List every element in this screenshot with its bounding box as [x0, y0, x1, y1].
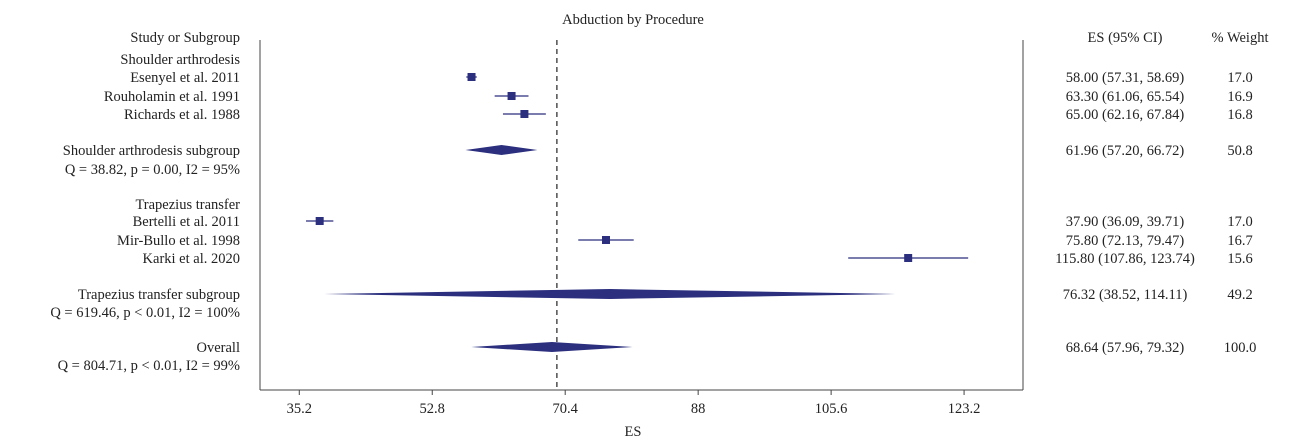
- study-es-ci: 63.30 (61.06, 65.54): [1066, 89, 1185, 105]
- overall-diamond: [471, 342, 633, 352]
- overall-es-ci: 68.64 (57.96, 79.32): [1066, 340, 1185, 356]
- study-label: Mir-Bullo et al. 1998: [117, 233, 240, 249]
- subgroup-diamond: [324, 289, 896, 299]
- x-tick-label: 123.2: [948, 401, 981, 417]
- x-tick-label: 88: [691, 401, 706, 417]
- study-es-ci: 65.00 (62.16, 67.84): [1066, 107, 1185, 123]
- subgroup-es-ci: 61.96 (57.20, 66.72): [1066, 143, 1185, 159]
- plot-frame: [259, 40, 1024, 390]
- subgroup-label: Trapezius transfer subgroup: [78, 287, 240, 303]
- group-header: Shoulder arthrodesis: [120, 52, 240, 68]
- study-weight: 17.0: [1227, 214, 1252, 230]
- x-tick-label: 35.2: [287, 401, 312, 417]
- overall-stats: Q = 804.71, p < 0.01, I2 = 99%: [58, 358, 240, 374]
- study-label: Karki et al. 2020: [143, 251, 240, 267]
- group-header: Trapezius transfer: [135, 197, 240, 213]
- overall-weight: 100.0: [1224, 340, 1257, 356]
- plot-marks: [306, 40, 969, 390]
- study-marker: [601, 236, 610, 244]
- study-marker: [904, 254, 913, 262]
- x-axis-label: ES: [625, 424, 642, 440]
- x-tick-label: 105.6: [815, 401, 848, 417]
- subgroup-label: Shoulder arthrodesis subgroup: [63, 143, 240, 159]
- study-weight: 16.9: [1227, 89, 1252, 105]
- subgroup-stats: Q = 619.46, p < 0.01, I2 = 100%: [50, 305, 240, 321]
- overall-label: Overall: [197, 340, 240, 356]
- subgroup-weight: 50.8: [1227, 143, 1252, 159]
- study-weight: 17.0: [1227, 70, 1252, 86]
- row-labels: Shoulder arthrodesis Esenyel et al. 2011 5…: [50, 52, 1256, 374]
- study-label: Esenyel et al. 2011: [130, 70, 240, 86]
- study-weight: 16.8: [1227, 107, 1252, 123]
- study-label: Bertelli et al. 2011: [133, 214, 240, 230]
- column-header-weight: % Weight: [1212, 30, 1269, 46]
- study-marker: [467, 73, 476, 81]
- study-marker: [507, 92, 516, 100]
- subgroup-weight: 49.2: [1227, 287, 1252, 303]
- column-header-es: ES (95% CI): [1088, 30, 1163, 46]
- study-es-ci: 115.80 (107.86, 123.74): [1055, 251, 1195, 267]
- study-weight: 15.6: [1227, 251, 1252, 267]
- subgroup-diamond: [465, 145, 538, 155]
- study-weight: 16.7: [1227, 233, 1252, 249]
- subgroup-stats: Q = 38.82, p = 0.00, I2 = 95%: [65, 162, 240, 178]
- x-tick-label: 52.8: [420, 401, 445, 417]
- study-es-ci: 58.00 (57.31, 58.69): [1066, 70, 1185, 86]
- study-label: Rouholamin et al. 1991: [104, 89, 240, 105]
- column-header-study: Study or Subgroup: [130, 30, 240, 46]
- study-label: Richards et al. 1988: [124, 107, 240, 123]
- x-tick-label: 70.4: [553, 401, 579, 417]
- study-marker: [520, 110, 529, 118]
- subgroup-es-ci: 76.32 (38.52, 114.11): [1063, 287, 1188, 303]
- chart-title: Abduction by Procedure: [562, 12, 704, 28]
- study-es-ci: 37.90 (36.09, 39.71): [1066, 214, 1185, 230]
- x-axis: 35.2 52.8 70.4 88 105.6 123.2: [260, 389, 1023, 417]
- study-marker: [315, 217, 324, 225]
- study-es-ci: 75.80 (72.13, 79.47): [1066, 233, 1185, 249]
